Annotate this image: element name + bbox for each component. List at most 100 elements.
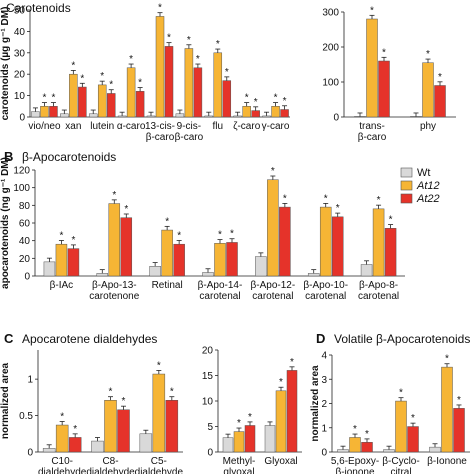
x-tick-label: β-Apo-8-carotenal [358, 280, 399, 302]
bar-wt [383, 449, 395, 453]
x-tick-label: lutein [90, 121, 114, 132]
significance-marker: * [237, 418, 241, 429]
bar-at12 [108, 203, 121, 277]
y-axis-label: carotenoids (µg g⁻¹ DM) [0, 7, 11, 121]
significance-marker: * [230, 229, 234, 240]
y-tick-label: 40 [19, 236, 31, 247]
significance-marker: * [389, 215, 393, 226]
x-tick-label: β-Apo-14-carotenal [198, 280, 243, 302]
significance-marker: * [73, 424, 77, 435]
bar-wt [175, 113, 185, 118]
significance-marker: * [112, 190, 116, 201]
bar-at22 [193, 67, 203, 118]
bar-at12 [267, 179, 279, 277]
bar-wt [264, 425, 276, 453]
significance-marker: * [80, 73, 84, 84]
chart-c2: 0 5 10 15 20 * * Methyl-glyoxal * * Glyoxal [202, 346, 302, 474]
x-tick-label: β-Apo-12-carotenal [251, 280, 296, 302]
y-tick-label: 0 [207, 448, 213, 459]
y-tick-label: 20 [202, 346, 214, 357]
y-tick-label: 3 [321, 375, 327, 386]
bar-wt [202, 272, 214, 277]
bar-at22 [117, 409, 130, 453]
y-tick-label: 100 [322, 78, 339, 89]
bar-at22 [434, 85, 446, 118]
x-tick-label: β-Apo-10-carotenal [303, 280, 348, 302]
significance-marker: * [336, 203, 340, 214]
significance-marker: * [122, 396, 126, 407]
legend-swatch-at12 [400, 180, 413, 191]
panel-a-title: Carotenoids [6, 1, 71, 15]
bar-at22 [164, 46, 174, 118]
significance-marker: * [370, 5, 374, 16]
bar-wt [429, 446, 441, 453]
significance-marker: * [59, 230, 63, 241]
panel-b-letter: B [4, 149, 13, 164]
bar-at12 [233, 431, 245, 453]
significance-marker: * [158, 3, 162, 14]
x-tick-label: β-Ionone [427, 456, 467, 467]
x-tick-label: 5,6-Epoxy-β-ionone [331, 456, 379, 474]
significance-marker: * [382, 47, 386, 58]
significance-marker: * [283, 96, 287, 107]
bar-at12 [395, 400, 407, 453]
bar-at12 [155, 16, 165, 118]
bar-at22 [286, 370, 298, 453]
bar-at12 [441, 366, 453, 453]
bar-at12 [55, 424, 69, 453]
bar-at22 [384, 228, 397, 277]
significance-marker: * [177, 230, 181, 241]
y-tick-label: 60 [19, 219, 31, 230]
significance-marker: * [248, 412, 252, 423]
y-tick-label: 40 [14, 27, 26, 38]
bar-wt [31, 111, 40, 118]
y-tick-label: 120 [13, 166, 30, 177]
bar-at12 [161, 229, 173, 277]
bar-at22 [244, 425, 256, 453]
bar-at22 [165, 400, 179, 453]
bar-at22 [135, 91, 145, 118]
bar-wt [60, 113, 69, 118]
significance-marker: * [283, 193, 287, 204]
significance-marker: * [109, 80, 113, 91]
x-tick-label: phy [420, 121, 436, 132]
y-axis-label: normalized area [310, 365, 321, 442]
y-axis-label: apocarotenoids (ng g⁻¹ DM) [0, 157, 11, 289]
y-tick-label: 0 [333, 113, 339, 124]
y-tick-label: 200 [322, 43, 339, 54]
bar-at12 [152, 373, 166, 453]
y-tick-label: 10 [202, 397, 214, 408]
y-axis-label: normalized area [0, 362, 11, 439]
x-tick-label: ζ-caro [233, 121, 261, 132]
bar-at22 [67, 248, 80, 277]
bar-at22 [120, 217, 133, 277]
chart-a2: 0 100 200 300 * * trans-β-caro * * phy [322, 5, 456, 143]
significance-marker: * [129, 54, 133, 65]
y-tick-label: 4 [321, 351, 327, 362]
x-tick-label: flu [212, 121, 223, 132]
y-tick-label: 2 [321, 399, 327, 410]
significance-marker: * [290, 357, 294, 368]
bar-at22 [280, 109, 289, 118]
significance-marker: * [377, 195, 381, 206]
bar-at12 [242, 106, 251, 118]
bar-at12 [422, 62, 434, 118]
significance-marker: * [245, 93, 249, 104]
bar-at22 [173, 243, 185, 277]
significance-marker: * [274, 93, 278, 104]
bar-at22 [378, 60, 390, 118]
significance-marker: * [279, 377, 283, 388]
x-tick-label: C8-dialdehyde [86, 456, 135, 474]
y-tick-label: 10 [14, 91, 26, 102]
bar-at12 [275, 390, 287, 453]
bar-at12 [55, 243, 68, 277]
x-tick-label: Glyoxal [264, 456, 297, 467]
significance-marker: * [445, 354, 449, 365]
bar-at22 [222, 80, 232, 118]
x-tick-label: γ-caro [262, 121, 290, 132]
y-tick-label: 80 [19, 201, 31, 212]
bar-wt [91, 440, 104, 453]
